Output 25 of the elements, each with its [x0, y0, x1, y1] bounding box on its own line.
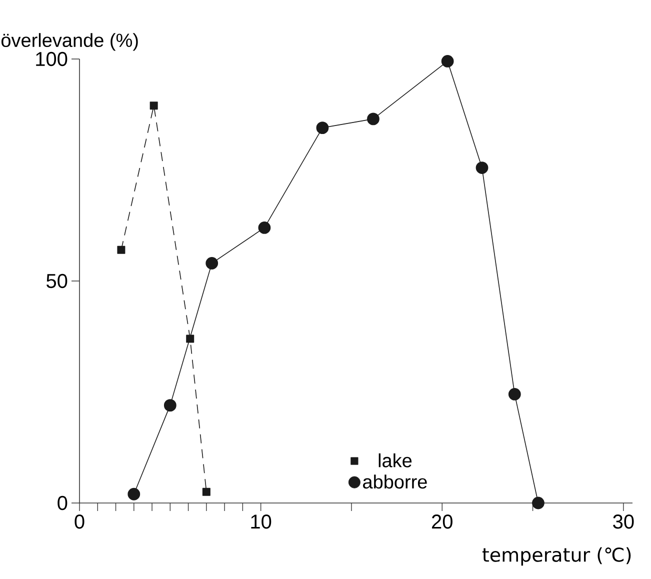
- point: [186, 334, 194, 343]
- point: [164, 399, 176, 412]
- point: [202, 488, 210, 496]
- point: [476, 162, 488, 174]
- point: [441, 55, 454, 68]
- point: [258, 222, 271, 234]
- x-tick-label: 30: [613, 514, 634, 529]
- y-tick-label: 0: [58, 496, 68, 510]
- point: [206, 257, 218, 270]
- point: [150, 102, 158, 110]
- legend-label: lake: [378, 453, 412, 468]
- point: [532, 496, 544, 510]
- point: [128, 488, 140, 500]
- x-tick-label: 10: [251, 514, 272, 529]
- point: [508, 388, 521, 400]
- x-tick-label: 20: [432, 514, 452, 529]
- y-tick-label: 50: [46, 274, 68, 288]
- point: [117, 246, 126, 254]
- x-tick-label: 0: [74, 514, 84, 529]
- point: [316, 122, 329, 134]
- point: [367, 112, 380, 126]
- legend-label: abborre: [363, 474, 427, 489]
- y-axis-title: överlevande (%): [2, 33, 138, 51]
- y-tick-label: 100: [36, 52, 68, 66]
- x-axis-title: temperatur (℃): [482, 547, 631, 566]
